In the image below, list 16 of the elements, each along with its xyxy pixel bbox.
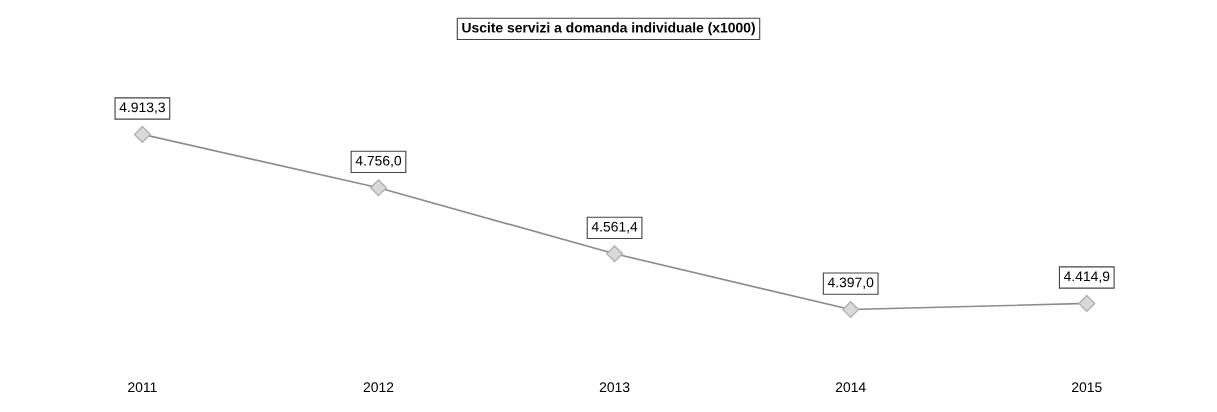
point [606,245,624,263]
data-label: 4.414,9 [1063,271,1110,283]
data-label: 4.756,0 [355,155,402,168]
point [369,179,388,197]
x-tick-label: 2015 [1072,382,1102,393]
data-label: 4.913,3 [119,102,165,114]
point [1078,294,1096,312]
x-tick-label: 2012 [363,382,394,393]
x-tick-label: 2013 [599,382,630,393]
data-label: 4.561,4 [591,221,638,234]
data-label: 4.397,0 [827,277,874,289]
x-tick-label: 2011 [128,382,157,393]
x-tick-label: 2014 [835,382,866,393]
chart-title: Uscite servizi a domanda individuale (x1000) [462,22,755,36]
point [842,300,860,319]
point [133,125,151,143]
